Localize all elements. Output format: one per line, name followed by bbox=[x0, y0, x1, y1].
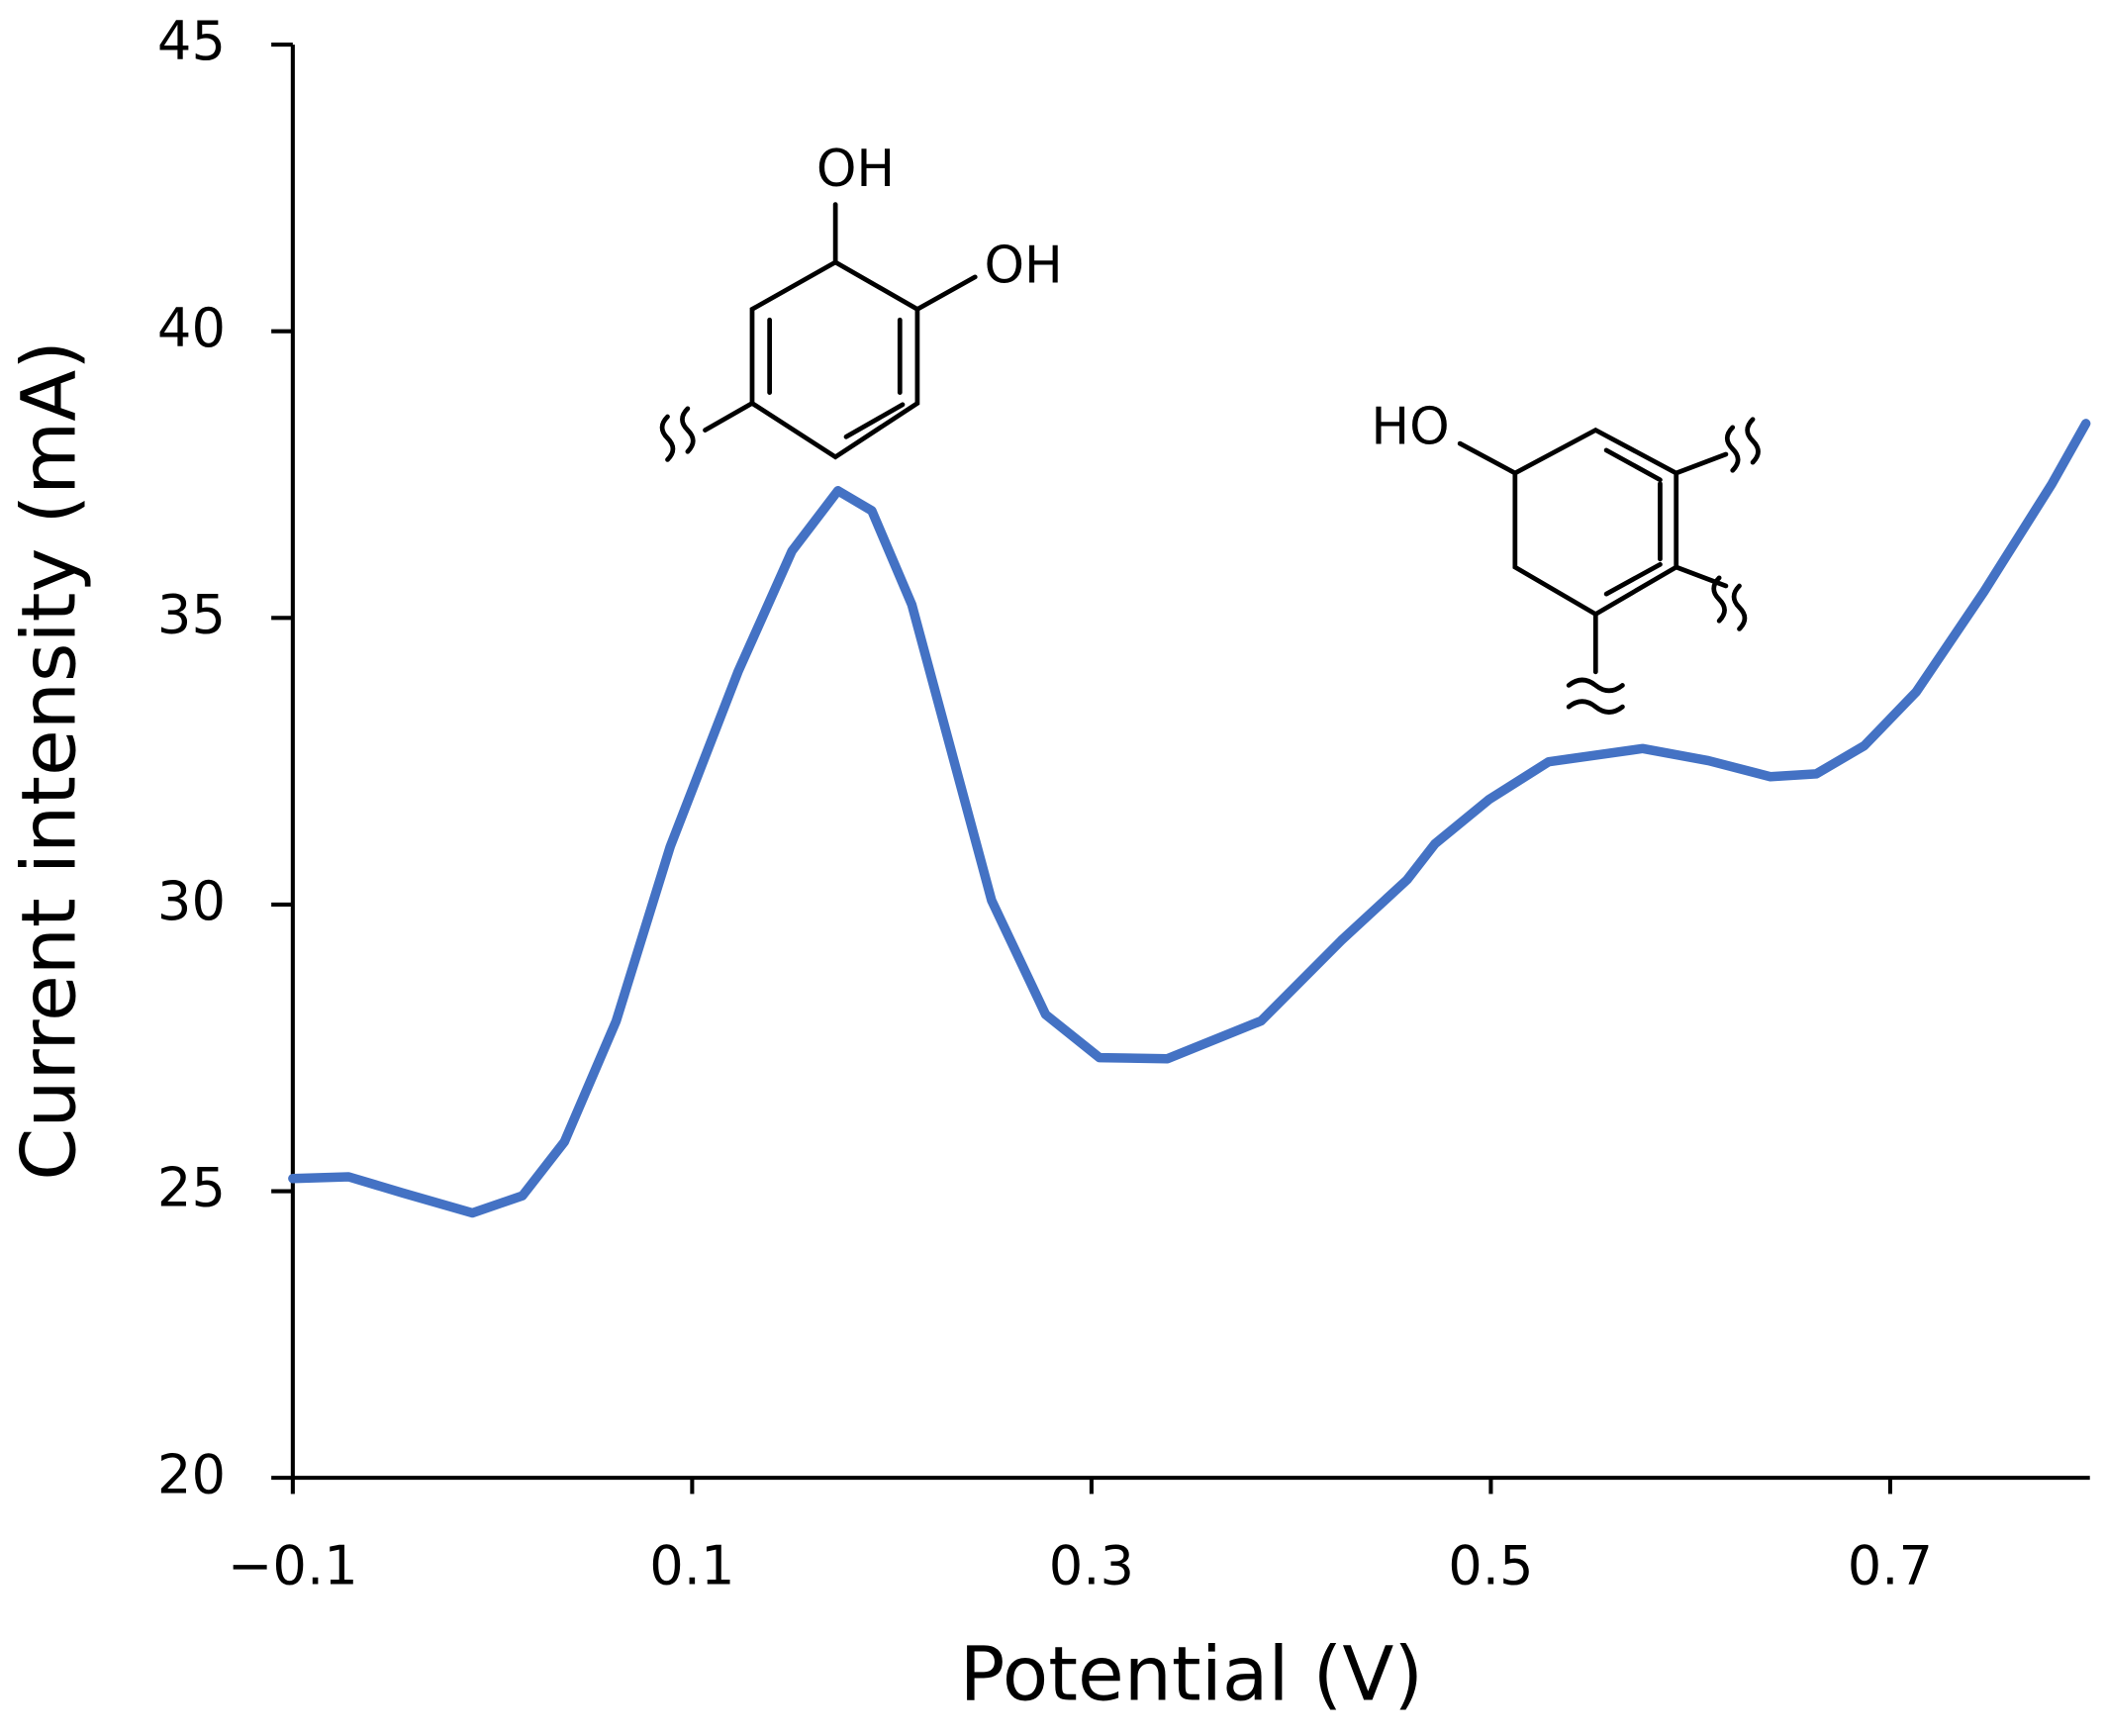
x-tick-label: 0.3 bbox=[1049, 1535, 1134, 1597]
x-axis-title: Potential (V) bbox=[960, 1630, 1423, 1718]
y-tick-label: 20 bbox=[157, 1443, 226, 1505]
y-axis-title: Current intensity (mA) bbox=[4, 340, 92, 1181]
y-tick-label: 35 bbox=[157, 583, 226, 645]
x-tick-label: −0.1 bbox=[228, 1535, 358, 1597]
y-tick-label: 30 bbox=[157, 870, 226, 932]
phenol-structure bbox=[1457, 417, 1761, 715]
y-tick-label: 40 bbox=[157, 297, 226, 359]
x-tick-label: 0.7 bbox=[1848, 1535, 1933, 1597]
chem-label: OH bbox=[984, 237, 1062, 296]
chem-label: HO bbox=[1371, 398, 1449, 457]
chem-label: OH bbox=[816, 140, 895, 199]
x-tick-label: 0.5 bbox=[1448, 1535, 1533, 1597]
catechol-structure bbox=[659, 202, 978, 462]
data-line bbox=[288, 419, 2091, 1218]
x-tick-label: 0.1 bbox=[649, 1535, 734, 1597]
y-tick-label: 25 bbox=[157, 1157, 226, 1219]
y-tick-label: 45 bbox=[157, 10, 226, 72]
